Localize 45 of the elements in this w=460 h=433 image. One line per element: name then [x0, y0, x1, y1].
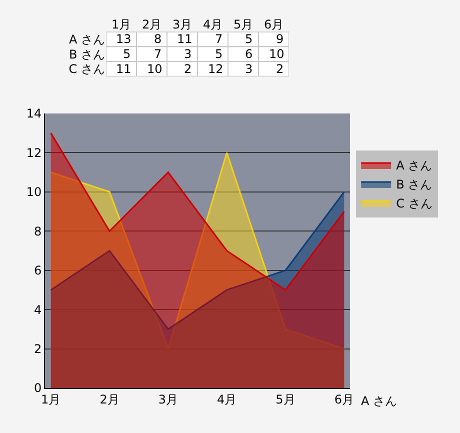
data-label: 12 — [208, 62, 224, 76]
data-label: 3 — [245, 62, 253, 76]
y-tick-label: C さん — [68, 62, 105, 76]
y-tick-label: 2 — [34, 342, 42, 356]
data-label: 6 — [245, 47, 253, 61]
data-label: 5 — [245, 32, 253, 46]
data-label: 7 — [154, 47, 162, 61]
y-tick-label: 12 — [26, 146, 42, 160]
x-tick-label: 3月 — [172, 17, 192, 32]
data-label: 7 — [215, 32, 223, 46]
y-tick-label: 8 — [34, 224, 42, 238]
data-label: 11 — [116, 62, 132, 76]
data-label: 13 — [116, 32, 132, 46]
x-tick-label: 6月 — [334, 392, 354, 406]
data-label: 5 — [123, 47, 131, 61]
x-tick-label: 5月 — [233, 17, 254, 32]
data-label: 10 — [147, 62, 162, 76]
x-tick-label: 1月 — [41, 392, 61, 406]
x-tick-label: 5月 — [276, 392, 296, 406]
data-label: 3 — [184, 47, 192, 61]
data-label: 2 — [184, 62, 192, 76]
y-tick-label: 4 — [34, 302, 42, 317]
y-tick-label: 10 — [26, 185, 42, 200]
x-tick-label: 4月 — [202, 17, 223, 32]
legend-label: A さん — [396, 158, 432, 173]
x-tick-label: 1月 — [111, 17, 132, 32]
y-tick-label: 0 — [34, 381, 42, 396]
x-tick-label: 2月 — [100, 392, 120, 406]
text: A さん — [361, 394, 398, 408]
data-label: 5 — [215, 47, 223, 61]
x-tick-label: 4月 — [217, 392, 237, 406]
legend-label: B さん — [396, 178, 432, 192]
x-tick-label: 6月 — [264, 17, 284, 32]
data-label: 8 — [154, 32, 162, 46]
legend-label: C さん — [396, 196, 432, 211]
y-tick-label: B さん — [68, 47, 105, 62]
data-label: 10 — [269, 47, 284, 61]
y-tick-label: A さん — [68, 32, 105, 46]
data-label: 2 — [276, 62, 284, 76]
data-label: 11 — [177, 32, 192, 46]
x-tick-label: 3月 — [158, 392, 178, 406]
x-tick-label: 2月 — [142, 17, 162, 32]
data-label: 9 — [276, 32, 284, 46]
y-tick-label: 14 — [26, 106, 42, 121]
y-tick-label: 6 — [34, 264, 42, 278]
